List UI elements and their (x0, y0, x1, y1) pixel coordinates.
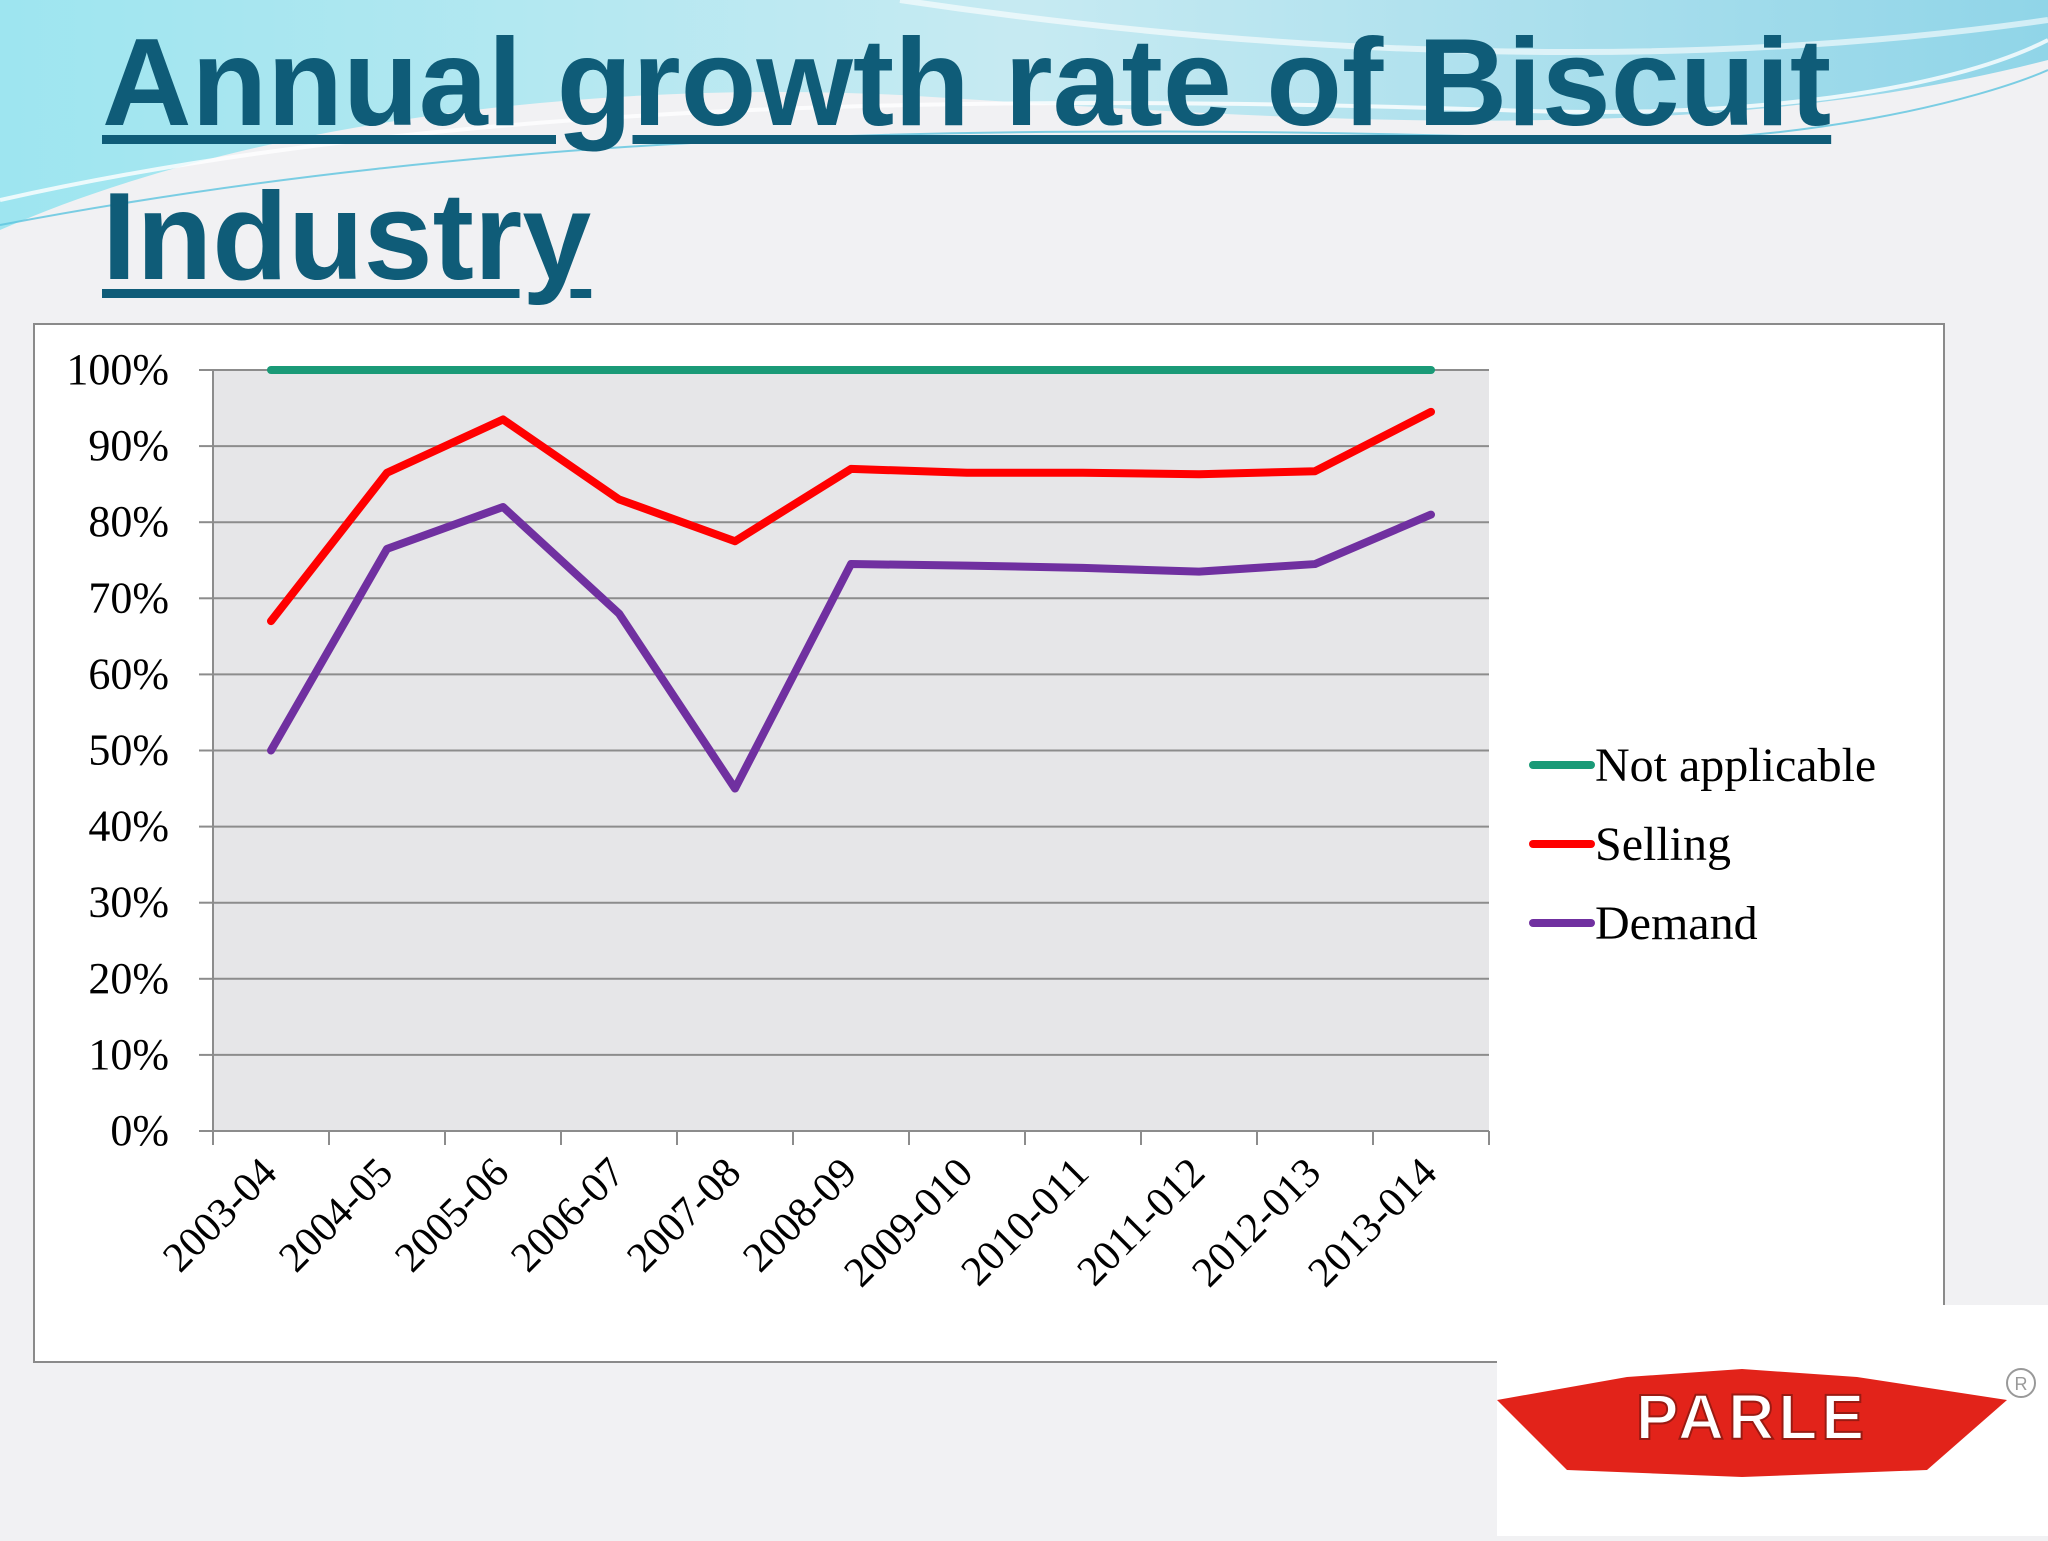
legend-label-demand: Demand (1595, 897, 1758, 950)
x-tick-label: 2004-05 (271, 1150, 403, 1282)
x-tick-labels: 2003-042004-052005-062006-072007-082008-… (155, 1150, 1447, 1296)
y-tick-label: 10% (88, 1030, 169, 1079)
x-tick-label: 2012-013 (1184, 1150, 1330, 1296)
y-tick-label: 80% (88, 497, 169, 546)
x-tick-label: 2007-08 (619, 1150, 751, 1282)
chart-frame: 0% 10% 20% 30% 40% 50% 60% 70% 80% 90% 100% 2003-0… (33, 323, 1945, 1363)
y-tick-labels: 0% 10% 20% 30% 40% 50% 60% 70% 80% 90% 100% (66, 345, 169, 1155)
legend-label-selling: Selling (1595, 818, 1731, 871)
slide-title: Annual growth rate of Biscuit Industry (102, 6, 1962, 314)
x-tick-label: 2005-06 (387, 1150, 519, 1282)
x-tick-label: 2003-04 (155, 1150, 287, 1282)
y-tick-label: 70% (88, 573, 169, 622)
legend-label-not-applicable: Not applicable (1595, 739, 1876, 792)
y-tick-label: 30% (88, 878, 169, 927)
x-tick-label: 2009-010 (836, 1150, 982, 1296)
y-tick-label: 100% (66, 345, 169, 394)
registered-mark: R (2015, 1374, 2028, 1394)
y-tick-label: 40% (88, 802, 169, 851)
x-tick-label: 2006-07 (503, 1150, 635, 1282)
parle-logo: PARLE R (1497, 1305, 2048, 1536)
x-tick-label: 2010-011 (953, 1150, 1098, 1295)
line-chart: 0% 10% 20% 30% 40% 50% 60% 70% 80% 90% 100% 2003-0… (35, 325, 1943, 1361)
y-tick-label: 50% (88, 726, 169, 775)
logo-text: PARLE (1636, 1381, 1868, 1453)
legend: Not applicable Selling Demand (1533, 739, 1876, 950)
y-tick-label: 20% (88, 954, 169, 1003)
x-tick-label: 2013-014 (1300, 1150, 1446, 1296)
y-tick-label: 0% (110, 1106, 169, 1155)
y-tick-label: 60% (88, 649, 169, 698)
y-tick-label: 90% (88, 421, 169, 470)
